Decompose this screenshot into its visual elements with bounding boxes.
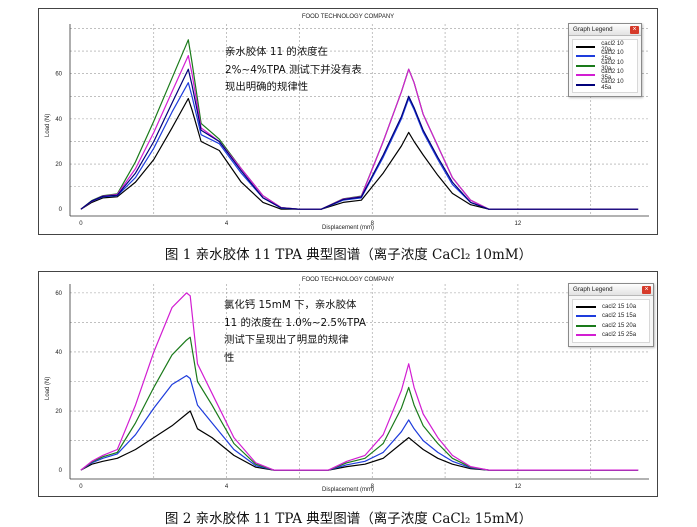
x-tick-label: 0: [79, 484, 83, 490]
annotation-text: 氯化钙 15mM 下，亲水胶体 11 的浓度在 1.0%~2.5%TPA 测试下…: [224, 297, 366, 367]
legend-swatch: [576, 324, 596, 327]
y-axis-title: Load (N): [45, 376, 51, 400]
figure-caption: 图 2 亲水胶体 11 TPA 典型图谱（离子浓度 CaCl₂ 15mM）: [164, 511, 533, 527]
legend-title: Graph Legend: [573, 26, 613, 33]
legend-swatch: [576, 45, 596, 48]
x-tick-label: 12: [515, 484, 522, 490]
graph-legend[interactable]: Graph Legend × cacl2 10 20a cacl2 10 25a c…: [568, 23, 642, 97]
legend-entry[interactable]: cacl2 10 35a: [576, 69, 634, 82]
legend-swatch: [576, 315, 596, 318]
legend-label: cacl2 15 25a: [602, 332, 637, 339]
close-icon[interactable]: ×: [630, 25, 639, 34]
grid: [70, 24, 649, 216]
legend-entry[interactable]: cacl2 15 25a: [576, 331, 646, 341]
y-tick-label: 60: [55, 291, 62, 297]
annotation-line: 2%~4%TPA 测试下并没有表: [225, 63, 362, 76]
annotation-line: 氯化钙 15mM 下，亲水胶体: [224, 299, 357, 311]
legend-entry[interactable]: cacl2 10 30a: [576, 59, 634, 72]
legend-swatch: [576, 55, 596, 58]
y-axis-title: Load (N): [45, 113, 51, 137]
x-tick-label: 12: [515, 221, 522, 227]
x-tick-label: 4: [225, 484, 229, 490]
x-tick-label: 8: [371, 484, 375, 490]
y-tick-label: 0: [59, 468, 63, 474]
figure-caption: 图 1 亲水胶体 11 TPA 典型图谱（离子浓度 CaCl₂ 10mM）: [164, 247, 533, 263]
tpa-chart-10mm: 0 4 8 12 0 20 40 60 FOOD TECHNOLOGY COMPANY Dis…: [38, 8, 658, 235]
y-tick-label: 20: [55, 409, 62, 415]
legend-swatch: [576, 83, 596, 86]
legend-title: Graph Legend: [573, 286, 613, 293]
annotation-line: 11 的浓度在 1.0%~2.5%TPA: [224, 316, 366, 329]
x-tick-label: 8: [371, 221, 375, 227]
annotation-line: 现出明确的规律性: [225, 81, 309, 93]
y-tick-label: 40: [55, 117, 62, 123]
legend-swatch: [576, 305, 596, 308]
annotation-line: 测试下呈现出了明显的规律: [224, 334, 349, 346]
legend-entries: cacl2 10 20a cacl2 10 25a cacl2 10 30a cacl…: [572, 39, 638, 93]
y-tick-label: 40: [55, 350, 62, 356]
annotation-text: 亲水胶体 11 的浓度在 2%~4%TPA 测试下并没有表 现出明确的规律性: [225, 44, 362, 97]
series-line: [80, 374, 639, 471]
chart-plot-area: 0 4 8 12 0 20 40 60: [55, 24, 649, 227]
legend-label: cacl2 10 35a: [601, 69, 624, 82]
series-line: [80, 97, 639, 210]
legend-entry[interactable]: cacl2 10 25a: [576, 50, 634, 63]
legend-entry[interactable]: cacl2 10 20a: [576, 40, 634, 53]
series-line: [80, 292, 639, 471]
x-tick-label: 4: [225, 221, 229, 227]
legend-label: cacl2 10 20a: [601, 40, 624, 53]
legend-entry[interactable]: cacl2 10 45a: [576, 78, 634, 91]
legend-label: cacl2 10 30a: [601, 59, 624, 72]
legend-swatch: [576, 334, 596, 337]
x-axis-title: Displacement (mm): [321, 225, 374, 231]
x-tick-label: 0: [79, 221, 83, 227]
legend-entry[interactable]: cacl2 15 20a: [576, 321, 646, 331]
annotation-line: 性: [224, 351, 235, 364]
close-icon[interactable]: ×: [642, 285, 651, 294]
legend-label: cacl2 10 45a: [601, 78, 624, 91]
tpa-chart-15mm: 0 4 8 12 0 20 40 60 FOOD TECHNOLOGY COMPANY Dis…: [38, 271, 658, 497]
series-line: [80, 68, 639, 210]
chart-title: FOOD TECHNOLOGY COMPANY: [301, 14, 395, 20]
x-axis-title: Displacement (mm): [321, 487, 374, 493]
series-line: [80, 82, 639, 210]
legend-label: cacl2 15 20a: [602, 322, 637, 329]
legend-label: cacl2 15 10a: [602, 303, 637, 310]
annotation-line: 亲水胶体 11 的浓度在: [225, 46, 328, 58]
y-tick-label: 20: [55, 162, 62, 168]
legend-swatch: [576, 64, 596, 67]
legend-label: cacl2 15 15a: [602, 313, 637, 320]
chart-title: FOOD TECHNOLOGY COMPANY: [301, 277, 395, 283]
legend-titlebar[interactable]: Graph Legend ×: [569, 284, 653, 296]
legend-titlebar[interactable]: Graph Legend ×: [569, 24, 641, 36]
legend-swatch: [576, 74, 596, 77]
graph-legend[interactable]: Graph Legend × cacl2 15 10a cacl2 15 15a c…: [568, 283, 654, 347]
y-tick-label: 60: [55, 72, 62, 78]
legend-entry[interactable]: cacl2 15 15a: [576, 312, 646, 322]
y-tick-label: 0: [59, 207, 63, 213]
legend-entry[interactable]: cacl2 15 10a: [576, 302, 646, 312]
legend-label: cacl2 10 25a: [601, 50, 624, 63]
legend-entries: cacl2 15 10a cacl2 15 15a cacl2 15 20a cacl…: [572, 299, 650, 343]
